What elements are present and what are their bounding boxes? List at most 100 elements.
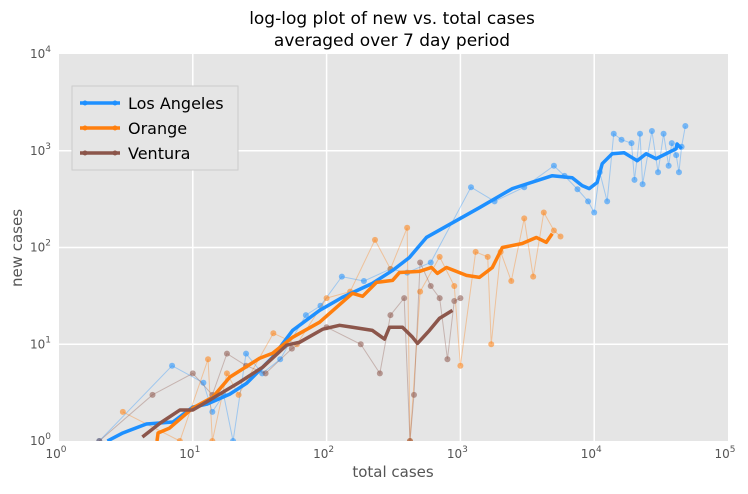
raw-point	[338, 273, 345, 280]
raw-point	[404, 224, 411, 231]
raw-point	[360, 278, 367, 285]
raw-point	[189, 370, 196, 377]
legend-marker	[82, 125, 88, 131]
raw-point	[223, 370, 230, 377]
raw-point	[235, 391, 242, 398]
tick-labels: 100 101 102 103 104 105 100 101 102 103 104	[30, 45, 736, 461]
x-tick-label: 103	[447, 445, 468, 461]
raw-point	[209, 408, 216, 415]
raw-point	[467, 184, 474, 191]
raw-point	[376, 370, 383, 377]
raw-point	[451, 297, 458, 304]
series-group	[96, 123, 689, 441]
y-tick-label: 100	[30, 432, 51, 448]
x-tick-label: 104	[581, 445, 602, 461]
raw-point	[660, 130, 667, 137]
raw-point	[387, 312, 394, 319]
raw-point	[673, 152, 680, 159]
legend-label: Orange	[128, 119, 187, 138]
raw-point	[223, 350, 230, 357]
y-tick-label: 101	[30, 335, 51, 351]
raw-point	[205, 356, 212, 363]
x-axis-label: total cases	[352, 463, 434, 481]
raw-point	[540, 209, 547, 216]
y-tick-label: 104	[30, 45, 51, 61]
raw-point	[288, 345, 295, 352]
y-tick-label: 102	[30, 239, 51, 255]
raw-point	[277, 356, 284, 363]
raw-point	[302, 312, 309, 319]
raw-point	[119, 408, 126, 415]
raw-point	[243, 350, 250, 357]
raw-point	[169, 362, 176, 369]
legend-marker	[82, 100, 88, 106]
raw-point	[230, 438, 237, 441]
chart-title: log-log plot of new vs. total cases	[249, 9, 535, 29]
raw-point	[610, 130, 617, 137]
legend-marker	[112, 125, 118, 131]
raw-point	[628, 140, 635, 147]
avg-line-ventura	[141, 308, 454, 439]
avg-line-los-angeles	[106, 142, 683, 441]
legend-marker	[112, 100, 118, 106]
raw-point	[472, 248, 479, 255]
raw-point	[574, 186, 581, 193]
raw-point	[655, 169, 662, 176]
raw-point	[682, 123, 689, 130]
raw-point	[557, 233, 564, 240]
x-tick-label: 101	[179, 445, 200, 461]
raw-point	[371, 236, 378, 243]
raw-point	[436, 253, 443, 260]
raw-point	[484, 253, 491, 260]
raw-point	[675, 169, 682, 176]
raw-point	[585, 198, 592, 205]
raw-point	[508, 278, 515, 285]
raw-point	[323, 295, 330, 302]
raw-point	[648, 128, 655, 135]
legend-label: Ventura	[128, 144, 190, 163]
raw-point	[457, 362, 464, 369]
raw-point	[550, 162, 557, 169]
raw-point	[357, 341, 364, 348]
raw-point	[488, 341, 495, 348]
raw-point	[436, 295, 443, 302]
raw-point	[427, 259, 434, 266]
raw-point	[521, 215, 528, 222]
chart-subtitle: averaged over 7 day period	[274, 31, 510, 51]
legend: Los Angeles Orange Ventura	[71, 85, 239, 171]
raw-point	[631, 176, 638, 183]
raw-point	[401, 295, 408, 302]
raw-point	[530, 273, 537, 280]
raw-point	[176, 438, 183, 441]
raw-point	[270, 330, 277, 337]
raw-point	[591, 209, 598, 216]
y-tick-label: 103	[30, 142, 51, 158]
raw-point	[262, 370, 269, 377]
legend-marker	[112, 150, 118, 156]
raw-point	[451, 283, 458, 290]
raw-point	[417, 259, 424, 266]
raw-point	[604, 198, 611, 205]
raw-point	[444, 356, 451, 363]
legend-label: Los Angeles	[128, 94, 224, 113]
raw-point	[665, 162, 672, 169]
raw-point	[457, 295, 464, 302]
y-axis-label: new cases	[8, 209, 26, 287]
raw-point	[618, 136, 625, 143]
avg-line-orange	[155, 232, 554, 441]
raw-point	[427, 283, 434, 290]
raw-point	[417, 288, 424, 295]
x-tick-label: 100	[45, 445, 66, 461]
raw-point	[200, 379, 207, 386]
raw-line-orange	[122, 211, 561, 441]
raw-point	[668, 140, 675, 147]
raw-point	[639, 181, 646, 188]
legend-marker	[82, 150, 88, 156]
raw-point	[209, 438, 216, 441]
raw-point	[96, 438, 103, 441]
raw-point	[550, 227, 557, 234]
x-tick-label: 102	[313, 445, 334, 461]
series-layer	[96, 123, 689, 441]
raw-point	[406, 438, 413, 441]
